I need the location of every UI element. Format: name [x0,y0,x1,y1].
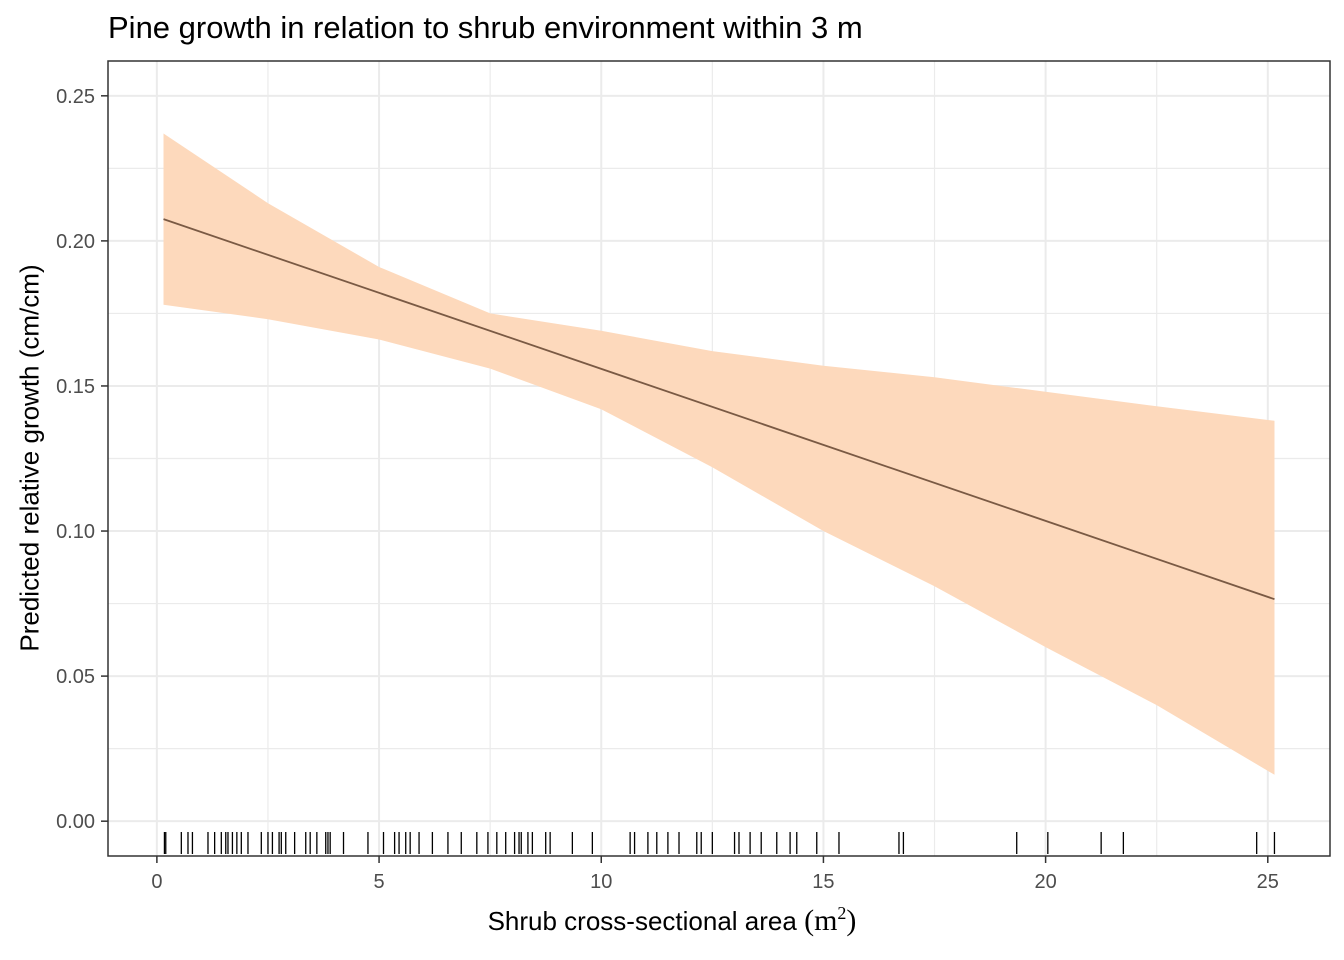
x-tick-label: 5 [373,871,384,893]
band-layer [163,133,1275,775]
confidence-band [163,133,1275,775]
x-tick-label: 25 [1257,871,1279,893]
x-axis-label-unit-open: (m [804,904,838,937]
x-axis-label-unit-exp: 2 [837,903,847,923]
x-axis-label-text: Shrub cross-sectional area [487,906,797,936]
x-tick-label: 10 [590,871,612,893]
panel-border [107,60,1331,857]
y-tick-label: 0.20 [56,231,95,253]
x-axis-label: Shrub cross-sectional area (m2) [0,903,1344,938]
x-axis-label-unit-close: ) [846,904,857,937]
x-tick-label: 15 [812,871,834,893]
chart-title: Pine growth in relation to shrub environ… [108,10,863,45]
x-tick-label: 0 [151,871,162,893]
x-axis-label-unit: (m2) [804,903,857,937]
fitted-line [163,218,1275,601]
y-tick-label: 0.25 [56,86,95,108]
y-axis-ticks: 0.00 0.05 0.10 0.15 0.20 0.25 [56,86,108,833]
line-layer [163,218,1275,601]
y-tick-label: 0.10 [56,521,95,543]
y-tick-label: 0.00 [56,811,95,833]
y-tick-label: 0.15 [56,376,95,398]
rug-layer [163,832,1276,854]
y-tick-label: 0.05 [56,666,95,688]
x-axis-ticks: 0 5 10 15 20 25 [151,856,1279,893]
frame-layer [107,60,1331,857]
x-tick-label: 20 [1034,871,1056,893]
y-axis-label: Predicted relative growth (cm/cm) [14,264,45,652]
